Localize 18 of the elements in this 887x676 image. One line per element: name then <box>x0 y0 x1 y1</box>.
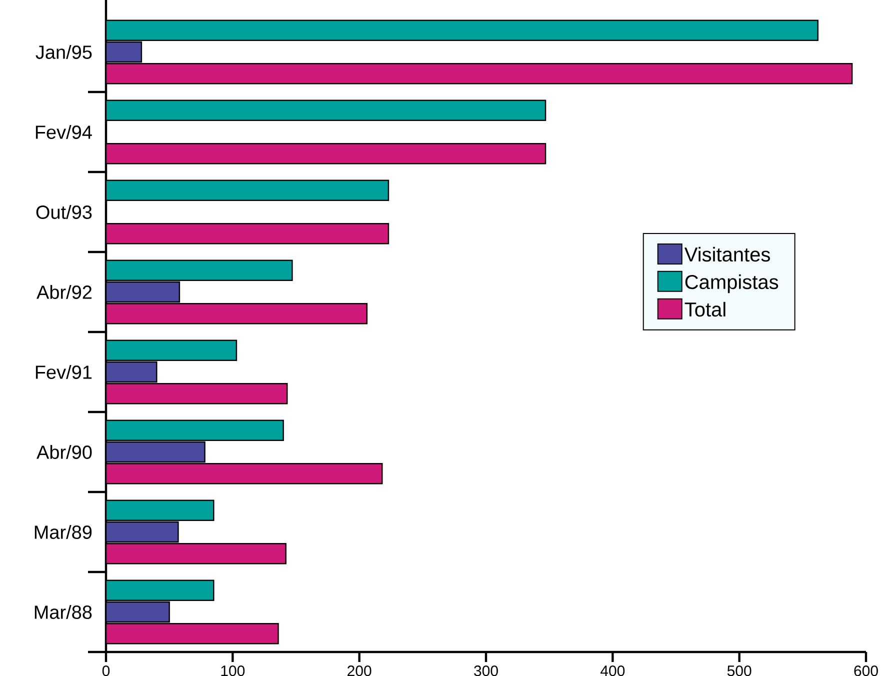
y-tick-label: Jan/95 <box>36 45 92 59</box>
legend-label: Campistas <box>685 274 778 294</box>
x-tick-label: 0 <box>102 666 110 676</box>
y-tick-label: Fev/91 <box>36 365 92 379</box>
x-tick-label: 500 <box>727 666 752 676</box>
y-tick-label: Mar/89 <box>34 525 92 539</box>
legend-label: Total <box>684 302 726 317</box>
y-tick-label: Mar/88 <box>34 605 92 619</box>
x-tick-label: 300 <box>474 666 498 676</box>
x-tick-label: 200 <box>348 666 372 676</box>
x-tick-label: 600 <box>854 666 878 676</box>
y-tick-label: Out/93 <box>36 205 92 219</box>
y-tick-label: Abr/90 <box>36 445 92 459</box>
x-tick-label: 100 <box>221 666 245 676</box>
x-tick-label: 400 <box>600 666 625 676</box>
legend-label: Visitantes <box>684 246 770 262</box>
y-tick-label: Fev/94 <box>36 125 92 139</box>
y-tick-label: Abr/92 <box>36 285 92 299</box>
